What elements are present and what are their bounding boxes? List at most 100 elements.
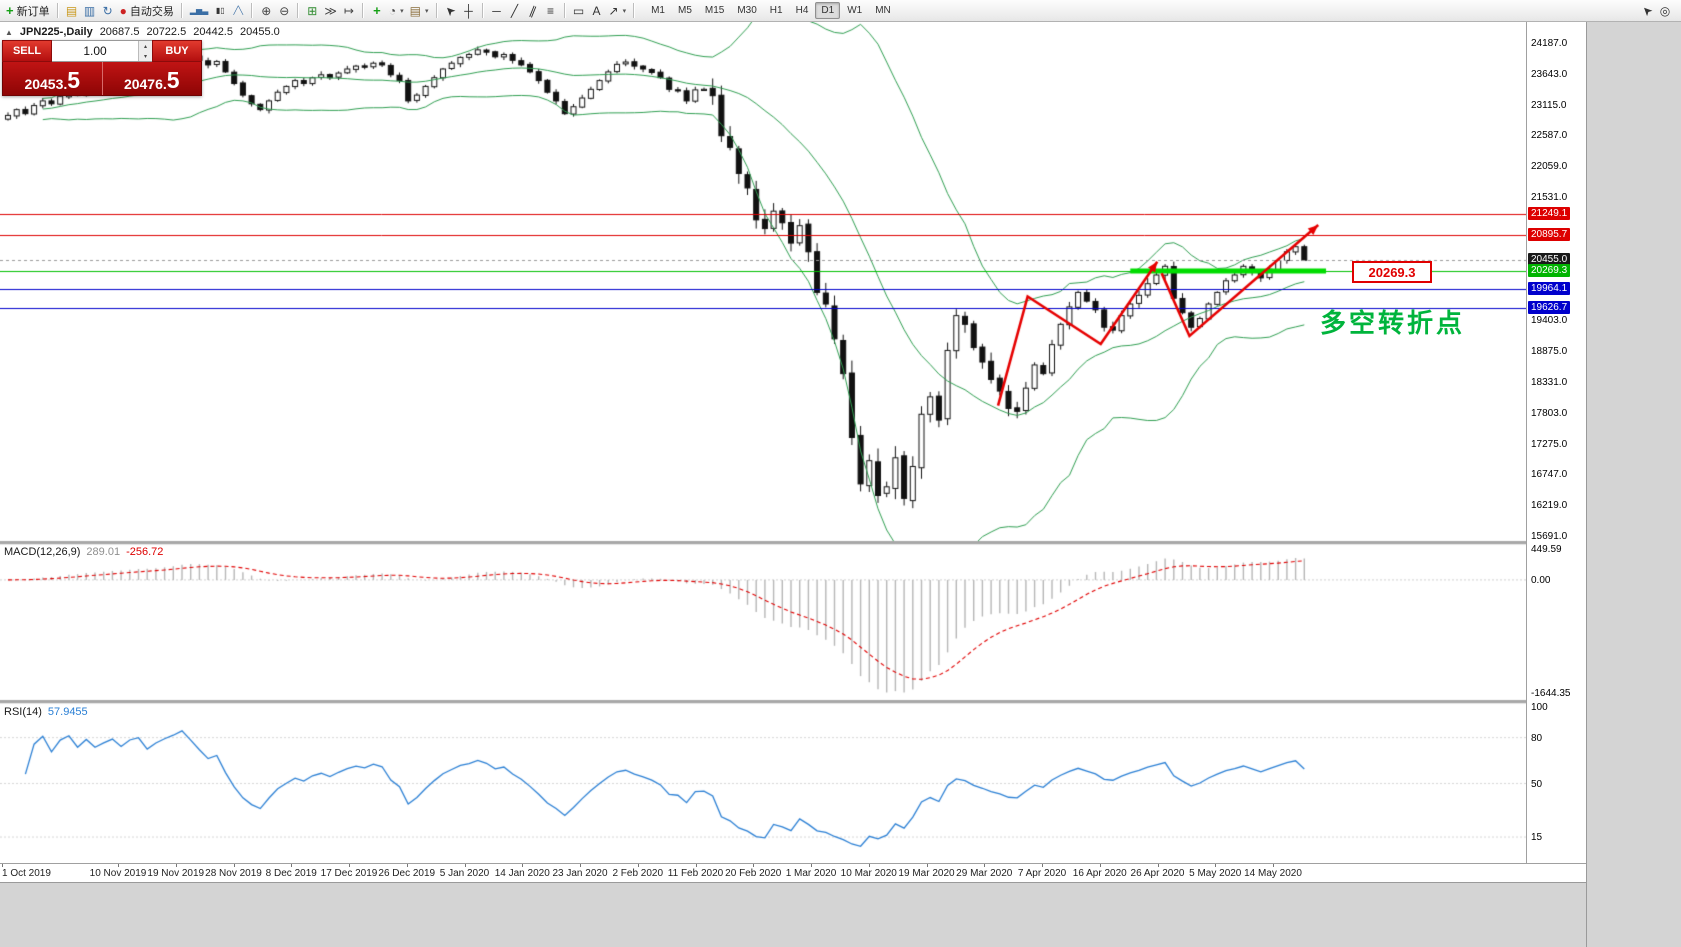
timeframe-mn[interactable]: MN (869, 2, 897, 19)
profiles-button[interactable]: ▥ (81, 2, 99, 20)
timeframe-h1[interactable]: H1 (764, 2, 789, 19)
zoom-in-button[interactable]: ⊕ (257, 2, 275, 20)
buy-price[interactable]: 20476. 5 (103, 62, 202, 95)
volume-down-button[interactable]: ▾ (139, 51, 152, 61)
toolbar-separator (435, 3, 438, 18)
date-label: 2 Feb 2020 (612, 868, 664, 879)
time-tick (811, 864, 812, 867)
date-label: 16 Apr 2020 (1072, 868, 1127, 879)
refresh-button[interactable]: ↻ (99, 2, 117, 20)
macd-name: MACD(12,26,9) (4, 546, 81, 558)
zoom-out-button[interactable]: ⊖ (275, 2, 293, 20)
timeframe-m30[interactable]: M30 (731, 2, 762, 19)
timeframe-d1[interactable]: D1 (815, 2, 841, 19)
timeframe-w1[interactable]: W1 (841, 2, 868, 19)
price-axis-label: 15691.0 (1531, 530, 1568, 542)
cursor-button[interactable]: ➤ (442, 2, 460, 20)
toolbar-separator (361, 3, 364, 18)
price-chart-canvas[interactable] (0, 22, 1526, 863)
fibonacci-icon: ≡ (546, 3, 554, 18)
date-label: 1 Mar 2020 (785, 868, 837, 879)
arrows-button[interactable]: ↗ ▾ (606, 2, 630, 20)
chart-shift-button[interactable]: ↦ (340, 2, 358, 20)
time-tick (1099, 864, 1101, 867)
time-tick (580, 864, 581, 867)
arrows-icon: ↗ (608, 3, 619, 18)
shapes-button[interactable]: ▭ (570, 2, 588, 20)
channel-button[interactable]: ∥ (524, 2, 542, 20)
sell-price[interactable]: 20453. 5 (3, 62, 102, 95)
horizontal-line-button[interactable]: ─ (488, 2, 506, 20)
autotrading-icon: ● (119, 3, 127, 18)
periods-icon: ◔ (388, 3, 397, 18)
magnifier-button[interactable]: ◎ (1656, 2, 1674, 20)
magnifier-icon: ◎ (1659, 3, 1671, 18)
timeframe-m5[interactable]: M5 (672, 2, 698, 19)
date-label: 14 Jan 2020 (494, 868, 550, 879)
fibonacci-button[interactable]: ≡ (542, 2, 560, 20)
toolbar-separator (56, 3, 59, 18)
chevron-down-icon: ▾ (622, 7, 627, 15)
toolbar-left-group: + 新订单 ▤ ▥ ↻ ● 自动交易 ▂▅▃ ▮▯ ╱╲ ⊕ ⊖ ⊞ ≫ ↦ + ◔ ▾ ▤ ▾ ➤ ┼ ─ ╱ ∥ ≡ ▭ A ↗ ▾ (3, 2, 639, 20)
line-chart-button[interactable]: ╱╲ (229, 2, 247, 20)
toolbar-separator (481, 3, 484, 18)
price-badge: 20455.0 (1528, 253, 1571, 267)
indicators-button[interactable]: + (368, 2, 386, 20)
bar-chart-button[interactable]: ▂▅▃ (187, 2, 211, 20)
time-tick (637, 864, 639, 867)
one-click-trading-widget: SELL 1.00 ▴ ▾ BUY 20453. 5 20476. (2, 40, 202, 96)
trendline-button[interactable]: ╱ (506, 2, 524, 20)
time-tick (868, 864, 870, 867)
macd-signal-value: -256.72 (126, 546, 164, 558)
profiles-icon: ▥ (83, 3, 96, 18)
rsi-axis-label: 50 (1531, 778, 1543, 790)
shapes-icon: ▭ (572, 3, 585, 18)
periods-button[interactable]: ◔ ▾ (386, 2, 407, 20)
autotrading-button[interactable]: ● 自动交易 (117, 2, 177, 20)
pointer-tool-button[interactable]: ➤ (1638, 2, 1656, 20)
volume-up-button[interactable]: ▴ (139, 41, 152, 51)
buy-price-big: 5 (166, 67, 180, 94)
price-axis[interactable]: 24187.0 23643.0 23115.0 22587.0 22059.0 21531… (1526, 22, 1587, 863)
candle-chart-button[interactable]: ▮▯ (211, 2, 229, 20)
crosshair-button[interactable]: ┼ (460, 2, 478, 20)
tile-windows-button[interactable]: ⊞ (303, 2, 321, 20)
rsi-axis-label: 100 (1531, 702, 1548, 713)
price-axis-label: 16747.0 (1531, 469, 1568, 481)
panel-divider[interactable] (0, 700, 1526, 705)
sell-button[interactable]: SELL (2, 40, 52, 62)
chevron-down-icon: ▾ (400, 7, 404, 15)
time-axis[interactable]: 1 Oct 2019 10 Nov 2019 19 Nov 2019 28 Nov 2… (0, 863, 1586, 883)
price-axis-label: 24187.0 (1531, 37, 1568, 49)
support-level-label: 20269.3 (1352, 261, 1432, 283)
timeframe-h4[interactable]: H4 (790, 2, 815, 19)
panel-divider[interactable] (0, 541, 1526, 546)
new-chart-icon: ▤ (65, 3, 78, 18)
price-axis-label: 23643.0 (1531, 69, 1568, 81)
new-order-button[interactable]: + 新订单 (3, 2, 53, 20)
time-tick (1157, 864, 1159, 867)
zoom-out-icon: ⊖ (279, 3, 290, 18)
pointer-tool-icon: ➤ (1638, 1, 1656, 20)
new-chart-button[interactable]: ▤ (63, 2, 81, 20)
toolbar-separator (563, 3, 566, 18)
auto-scroll-button[interactable]: ≫ (321, 2, 340, 20)
rsi-axis-label: 15 (1531, 832, 1543, 844)
volume-box: 1.00 ▴ ▾ (52, 40, 152, 62)
date-label: 10 Nov 2019 (89, 868, 147, 879)
date-label: 14 May 2020 (1244, 868, 1302, 879)
templates-button[interactable]: ▤ ▾ (407, 2, 432, 20)
candle-chart-icon: ▮▯ (215, 5, 225, 15)
auto-scroll-icon: ≫ (324, 3, 337, 18)
time-tick (926, 864, 928, 867)
toolbar-separator (180, 3, 183, 18)
buy-button[interactable]: BUY (152, 40, 202, 62)
timeframe-m15[interactable]: M15 (699, 2, 730, 19)
date-label: 17 Dec 2019 (320, 868, 378, 879)
volume-input[interactable]: 1.00 (83, 44, 107, 58)
time-tick (349, 864, 350, 867)
text-button[interactable]: A (588, 2, 606, 20)
one-click-collapse-icon[interactable]: ▲ (5, 27, 13, 37)
bar-chart-icon: ▂▅▃ (189, 5, 209, 15)
timeframe-m1[interactable]: M1 (645, 2, 671, 19)
